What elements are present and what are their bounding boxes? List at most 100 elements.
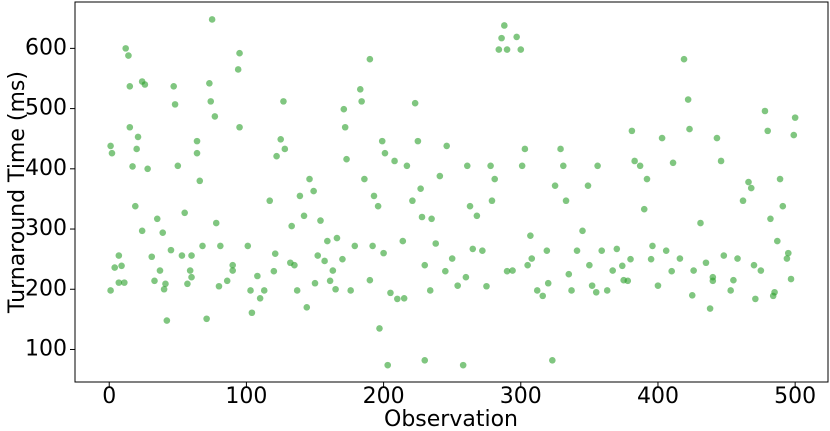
point <box>340 105 348 113</box>
point <box>432 240 440 247</box>
point <box>654 282 662 289</box>
point <box>568 287 575 294</box>
point <box>121 279 128 286</box>
point <box>270 267 278 275</box>
point <box>706 305 714 312</box>
point <box>223 277 231 285</box>
point <box>170 83 178 90</box>
point <box>369 242 376 250</box>
point <box>628 127 636 135</box>
point <box>236 123 243 131</box>
point <box>466 202 474 210</box>
point <box>310 187 317 195</box>
point <box>487 162 494 170</box>
point <box>271 250 279 258</box>
point <box>479 247 486 255</box>
point <box>791 114 799 121</box>
point <box>174 162 182 170</box>
point <box>533 287 541 294</box>
point <box>311 279 319 287</box>
point <box>266 197 274 205</box>
point <box>750 261 758 269</box>
point <box>247 287 254 294</box>
point <box>586 261 593 269</box>
point <box>647 255 655 263</box>
point <box>727 287 734 294</box>
point <box>513 33 520 41</box>
point <box>326 277 334 285</box>
point <box>134 133 142 141</box>
point <box>676 255 684 262</box>
point <box>400 294 408 302</box>
point <box>503 267 511 275</box>
point <box>306 175 313 183</box>
point <box>207 98 215 105</box>
point <box>717 157 725 165</box>
point <box>771 288 778 296</box>
point <box>167 246 175 254</box>
point <box>358 98 365 105</box>
point <box>256 294 264 302</box>
y-tick-label: 500 <box>25 96 67 121</box>
point <box>649 242 656 250</box>
point <box>160 285 168 293</box>
point <box>620 276 627 284</box>
x-tick-label: 100 <box>225 384 267 409</box>
point <box>254 272 261 280</box>
point <box>208 16 216 23</box>
point <box>757 267 765 274</box>
point <box>517 46 525 53</box>
point <box>234 66 242 73</box>
point <box>469 245 477 253</box>
point <box>229 261 236 269</box>
point <box>584 182 592 189</box>
point <box>378 137 386 145</box>
point <box>747 184 755 192</box>
point <box>627 255 634 263</box>
point <box>229 267 236 274</box>
point <box>199 242 206 250</box>
point <box>300 212 308 220</box>
point <box>594 162 601 170</box>
point <box>293 287 301 294</box>
point <box>111 264 119 271</box>
point <box>426 287 434 294</box>
point <box>631 157 638 165</box>
point <box>203 315 210 323</box>
point <box>734 255 741 262</box>
point <box>598 247 606 255</box>
point <box>126 83 134 90</box>
point <box>332 285 339 293</box>
point <box>399 237 407 245</box>
point <box>317 217 324 224</box>
point <box>720 252 728 259</box>
point <box>573 247 581 255</box>
point <box>462 273 470 281</box>
point <box>448 255 456 262</box>
point <box>141 81 149 88</box>
point <box>193 137 201 145</box>
point <box>236 49 243 57</box>
point <box>524 261 531 269</box>
point <box>159 229 167 236</box>
point <box>148 253 156 261</box>
y-tick-label: 600 <box>25 35 67 60</box>
point <box>643 175 651 183</box>
point <box>688 291 696 299</box>
point <box>562 197 570 205</box>
y-tick-label: 200 <box>25 276 67 301</box>
point <box>764 127 772 135</box>
point <box>411 99 419 107</box>
point <box>463 162 471 170</box>
point <box>244 242 252 250</box>
point <box>403 162 411 170</box>
point <box>129 163 136 170</box>
point <box>503 46 511 53</box>
point <box>188 252 195 259</box>
y-tick-label: 400 <box>25 156 67 181</box>
point <box>658 134 666 142</box>
point <box>196 177 204 185</box>
point <box>690 267 697 274</box>
point <box>171 101 179 108</box>
point <box>709 273 717 281</box>
